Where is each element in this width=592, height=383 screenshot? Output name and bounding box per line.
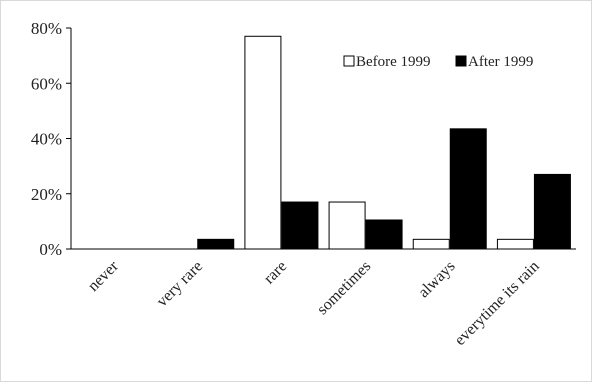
legend-swatch <box>455 55 467 67</box>
x-category-label: very rare <box>154 258 207 311</box>
legend-label: Before 1999 <box>356 54 431 70</box>
x-category-label: rare <box>261 258 291 288</box>
bar-after-1999 <box>281 201 319 250</box>
bars <box>197 35 571 250</box>
axes <box>66 27 576 250</box>
x-category-label: sometimes <box>314 258 374 318</box>
bar-after-1999 <box>533 173 571 250</box>
legend-swatch <box>343 55 355 67</box>
bar-after-1999 <box>197 238 235 250</box>
legend-label: After 1999 <box>468 54 533 70</box>
x-category-label: never <box>85 257 123 295</box>
bar-before-1999 <box>328 201 366 250</box>
y-tick-label: 0% <box>39 240 62 259</box>
y-tick-label: 40% <box>31 130 62 149</box>
bar-after-1999 <box>365 219 403 250</box>
y-tick-label: 20% <box>31 185 62 204</box>
y-tick-label: 80% <box>31 19 62 38</box>
bar-before-1999 <box>244 35 282 250</box>
legend: Before 1999 After 1999 <box>343 54 533 70</box>
bar-after-1999 <box>449 128 487 250</box>
bar-before-1999 <box>412 238 450 250</box>
bar-before-1999 <box>496 238 534 250</box>
x-category-label: always <box>415 258 458 301</box>
x-category-label: everytime its rain <box>452 258 543 349</box>
y-tick-label: 60% <box>31 74 62 93</box>
